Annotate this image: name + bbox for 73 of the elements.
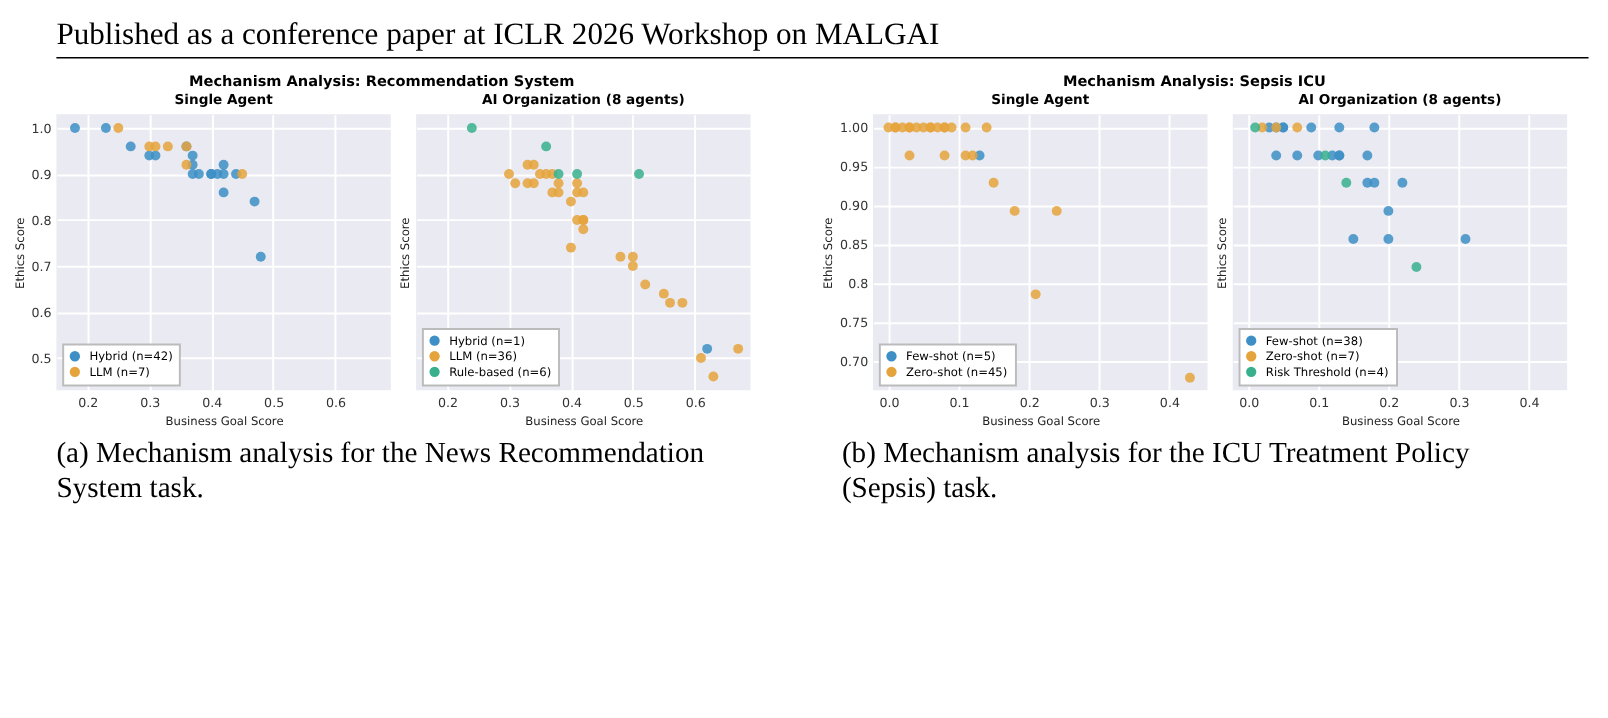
point: [1030, 289, 1041, 300]
point: [627, 261, 638, 271]
point: [702, 343, 713, 354]
point: [150, 150, 161, 161]
point: [541, 141, 552, 152]
point: [572, 178, 583, 189]
text: (a) Mechanism analysis for the News Recommendation System task.: [56, 438, 706, 506]
point: [255, 251, 266, 262]
point: [1383, 205, 1394, 216]
point: [162, 141, 173, 152]
point: [510, 178, 521, 189]
point: [677, 297, 688, 308]
point: [1292, 122, 1303, 133]
point: [572, 169, 583, 179]
point: [1369, 177, 1380, 188]
point: [578, 224, 589, 235]
point: [150, 141, 161, 152]
point: [125, 141, 136, 152]
point: [187, 150, 198, 161]
point: [1334, 122, 1345, 133]
point: [1369, 122, 1380, 133]
point: [565, 242, 576, 253]
point: [100, 123, 111, 133]
text: (b) Mechanism analysis for the ICU Treatment Policy (Sepsis) task.: [841, 438, 1471, 506]
point: [553, 187, 564, 198]
point: [1397, 177, 1408, 188]
point: [981, 122, 992, 133]
point: [1271, 150, 1282, 161]
point: [640, 279, 651, 290]
point: [1411, 262, 1422, 272]
point: [1348, 234, 1359, 244]
point: [1320, 150, 1331, 161]
point: [528, 178, 539, 189]
point: [181, 159, 192, 170]
point: [113, 123, 124, 133]
point: [1250, 122, 1261, 133]
point: [565, 196, 576, 207]
point: [967, 150, 978, 161]
point: [988, 177, 999, 188]
point: [553, 169, 564, 179]
point: [1306, 122, 1317, 133]
point: [615, 251, 626, 262]
point: [1460, 234, 1471, 244]
point: [665, 297, 675, 308]
point: [466, 123, 477, 133]
point: [708, 371, 719, 382]
point: [249, 196, 260, 207]
point: [504, 169, 514, 179]
text: Published as a conference paper at ICLR 2026 Workshop on MALGAI: [56, 18, 940, 53]
point: [1383, 234, 1394, 244]
point: [939, 150, 950, 161]
point: [1009, 205, 1020, 216]
point: [218, 169, 229, 179]
point: [553, 178, 564, 189]
point: [904, 150, 915, 161]
point: [218, 187, 229, 198]
point: [658, 288, 669, 299]
point: [1184, 372, 1195, 383]
point: [578, 187, 589, 198]
point: [1341, 177, 1352, 188]
point: [733, 343, 744, 354]
point: [696, 353, 706, 364]
point: [634, 169, 645, 179]
point: [528, 159, 539, 170]
point: [237, 169, 248, 179]
point: [1292, 150, 1303, 161]
point: [218, 159, 229, 170]
point: [1362, 150, 1373, 161]
point: [193, 169, 204, 179]
point: [70, 123, 80, 133]
point: [960, 122, 971, 133]
point: [1051, 205, 1062, 216]
point: [627, 251, 638, 262]
